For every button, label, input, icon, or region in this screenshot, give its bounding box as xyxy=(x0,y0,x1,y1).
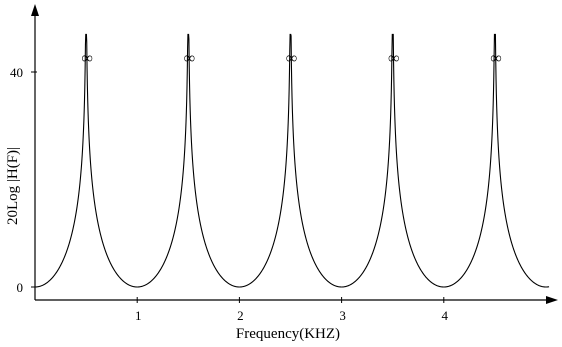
x-tick-label: 3 xyxy=(339,308,346,323)
y-axis-arrow xyxy=(31,4,39,16)
x-tick-label: 2 xyxy=(237,308,244,323)
y-tick-label: 40 xyxy=(10,65,23,80)
y-axis xyxy=(31,4,39,300)
y-tick-label: 0 xyxy=(17,280,24,295)
x-axis-arrow xyxy=(546,296,558,304)
y-axis-label: 20Log |H(F)| xyxy=(5,147,21,225)
x-axis xyxy=(35,296,558,304)
x-tick-label: 4 xyxy=(442,308,449,323)
response-curve xyxy=(35,33,550,288)
x-tick-label: 1 xyxy=(135,308,142,323)
x-axis-label: Frequency(KHZ) xyxy=(236,326,340,342)
